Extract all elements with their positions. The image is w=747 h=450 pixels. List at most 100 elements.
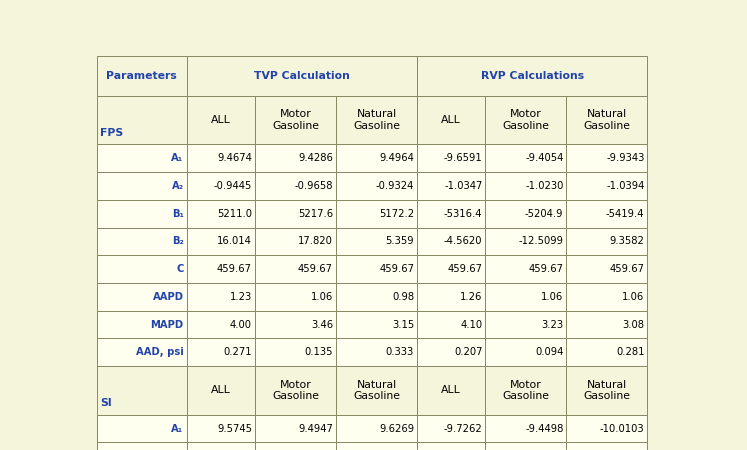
- Bar: [255, 228, 336, 255]
- Text: 0.207: 0.207: [454, 347, 483, 357]
- Bar: [566, 366, 648, 415]
- Bar: [336, 200, 417, 228]
- Bar: [486, 144, 566, 172]
- Text: 0.135: 0.135: [305, 347, 333, 357]
- Bar: [336, 172, 417, 200]
- Bar: [486, 283, 566, 311]
- Text: -5316.4: -5316.4: [444, 209, 483, 219]
- Text: 1.06: 1.06: [622, 292, 645, 302]
- Text: -9.4498: -9.4498: [525, 423, 563, 433]
- Bar: [336, 415, 417, 442]
- Text: 0.094: 0.094: [535, 347, 563, 357]
- Bar: [336, 144, 417, 172]
- Text: 459.67: 459.67: [379, 264, 414, 274]
- Bar: [187, 311, 255, 338]
- Bar: [187, 56, 417, 96]
- Bar: [187, 255, 255, 283]
- Bar: [255, 144, 336, 172]
- Text: 9.4947: 9.4947: [298, 423, 333, 433]
- Bar: [255, 172, 336, 200]
- Text: SI: SI: [100, 398, 112, 409]
- Text: 9.5745: 9.5745: [217, 423, 252, 433]
- Bar: [97, 255, 187, 283]
- Text: 3.46: 3.46: [311, 320, 333, 329]
- Bar: [486, 311, 566, 338]
- Bar: [417, 172, 486, 200]
- Text: B₁: B₁: [172, 209, 184, 219]
- Text: AAD, psi: AAD, psi: [136, 347, 184, 357]
- Bar: [97, 366, 187, 415]
- Text: 1.26: 1.26: [460, 292, 483, 302]
- Bar: [417, 283, 486, 311]
- Text: 9.6269: 9.6269: [379, 423, 414, 433]
- Bar: [187, 144, 255, 172]
- Bar: [336, 338, 417, 366]
- Text: -0.9324: -0.9324: [376, 181, 414, 191]
- Text: 459.67: 459.67: [217, 264, 252, 274]
- Text: 4.10: 4.10: [460, 320, 483, 329]
- Bar: [97, 311, 187, 338]
- Text: -10.0103: -10.0103: [600, 423, 645, 433]
- Text: -1.0347: -1.0347: [444, 181, 483, 191]
- Text: A₁: A₁: [172, 153, 184, 163]
- Bar: [97, 96, 187, 144]
- Text: -5204.9: -5204.9: [525, 209, 563, 219]
- Text: -1.0394: -1.0394: [606, 181, 645, 191]
- Bar: [417, 228, 486, 255]
- Text: 459.67: 459.67: [298, 264, 333, 274]
- Text: -9.7262: -9.7262: [444, 423, 483, 433]
- Text: -0.9658: -0.9658: [294, 181, 333, 191]
- Bar: [336, 442, 417, 450]
- Bar: [566, 338, 648, 366]
- Bar: [255, 200, 336, 228]
- Text: 3.23: 3.23: [542, 320, 563, 329]
- Bar: [255, 255, 336, 283]
- Bar: [255, 338, 336, 366]
- Bar: [417, 96, 486, 144]
- Bar: [417, 200, 486, 228]
- Text: 3.15: 3.15: [392, 320, 414, 329]
- Bar: [187, 366, 255, 415]
- Text: Natural
Gasoline: Natural Gasoline: [353, 380, 400, 401]
- Text: -12.5099: -12.5099: [518, 236, 563, 247]
- Text: 5217.6: 5217.6: [298, 209, 333, 219]
- Text: 1.06: 1.06: [311, 292, 333, 302]
- Text: -5419.4: -5419.4: [606, 209, 645, 219]
- Text: 0.98: 0.98: [392, 292, 414, 302]
- Bar: [255, 366, 336, 415]
- Text: 5211.0: 5211.0: [217, 209, 252, 219]
- Text: -9.6591: -9.6591: [444, 153, 483, 163]
- Bar: [417, 255, 486, 283]
- Text: 4.00: 4.00: [230, 320, 252, 329]
- Bar: [255, 442, 336, 450]
- Text: 5172.2: 5172.2: [379, 209, 414, 219]
- Text: RVP Calculations: RVP Calculations: [480, 71, 583, 81]
- Bar: [187, 338, 255, 366]
- Text: Motor
Gasoline: Motor Gasoline: [272, 380, 319, 401]
- Bar: [566, 283, 648, 311]
- Bar: [336, 366, 417, 415]
- Bar: [97, 172, 187, 200]
- Text: Motor
Gasoline: Motor Gasoline: [272, 109, 319, 131]
- Bar: [336, 255, 417, 283]
- Bar: [187, 415, 255, 442]
- Bar: [566, 255, 648, 283]
- Text: FPS: FPS: [100, 128, 123, 138]
- Text: 3.08: 3.08: [622, 320, 645, 329]
- Bar: [97, 56, 187, 96]
- Bar: [417, 442, 486, 450]
- Bar: [97, 442, 187, 450]
- Bar: [566, 200, 648, 228]
- Bar: [187, 172, 255, 200]
- Text: 459.67: 459.67: [528, 264, 563, 274]
- Bar: [566, 96, 648, 144]
- Bar: [486, 228, 566, 255]
- Text: Parameters: Parameters: [106, 71, 177, 81]
- Bar: [486, 200, 566, 228]
- Bar: [255, 96, 336, 144]
- Bar: [336, 228, 417, 255]
- Text: Motor
Gasoline: Motor Gasoline: [502, 380, 549, 401]
- Text: 16.014: 16.014: [217, 236, 252, 247]
- Text: 9.3582: 9.3582: [610, 236, 645, 247]
- Text: ALL: ALL: [441, 386, 461, 396]
